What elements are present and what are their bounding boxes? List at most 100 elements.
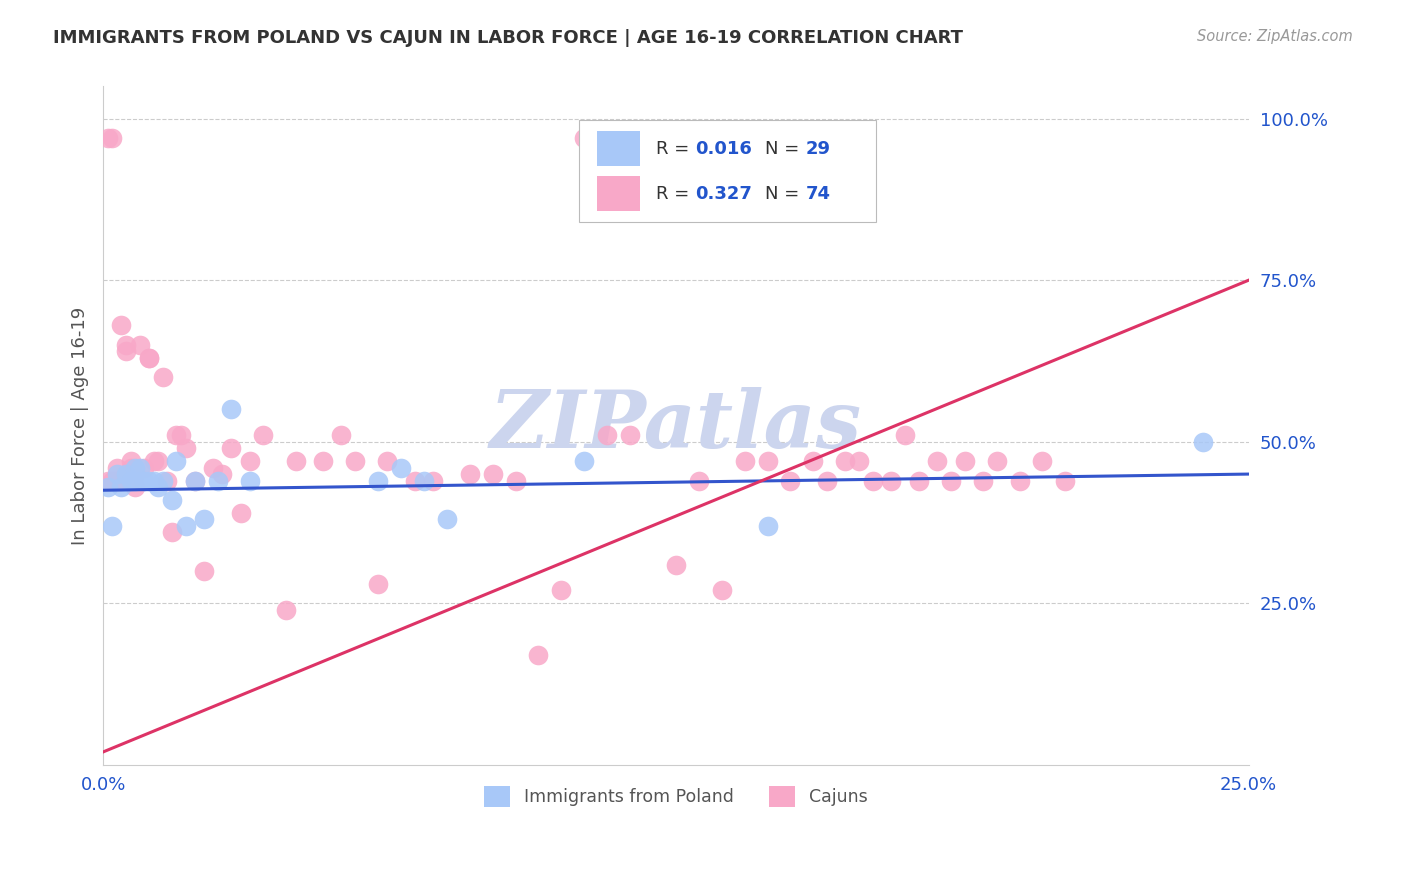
Point [184,474,207,488]
Point [202,460,225,475]
Y-axis label: In Labor Force | Age 16-19: In Labor Force | Age 16-19 [72,307,89,545]
Point [252,428,274,442]
Point [527,648,550,662]
Text: Source: ZipAtlas.com: Source: ZipAtlas.com [1197,29,1353,45]
Point [312,454,335,468]
Point [756,454,779,468]
Point [641,131,664,145]
Point [688,474,710,488]
Point [124,474,146,488]
Text: R =: R = [657,185,696,202]
Point [120,460,142,475]
Point [367,474,389,488]
Text: 74: 74 [806,185,831,202]
Point [101,131,124,145]
Point [505,474,527,488]
Point [184,474,207,488]
Point [574,131,596,145]
Text: R =: R = [657,140,696,158]
Point [367,577,389,591]
Point [134,474,156,488]
Point [124,467,146,481]
Legend: Immigrants from Poland, Cajuns: Immigrants from Poland, Cajuns [477,779,875,814]
Point [550,583,572,598]
Point [412,474,434,488]
Point [110,480,132,494]
Point [986,454,1008,468]
Point [665,558,688,572]
Point [105,460,128,475]
Text: ZIPatlas: ZIPatlas [489,387,862,465]
Point [120,474,142,488]
Point [939,474,962,488]
Point [193,512,215,526]
Point [97,480,120,494]
Point [97,131,120,145]
Point [756,518,779,533]
Point [953,454,976,468]
Point [239,454,262,468]
Point [221,441,243,455]
Point [710,583,733,598]
Text: N =: N = [765,185,806,202]
Point [152,370,174,384]
Point [160,492,183,507]
Point [110,318,132,333]
Point [375,454,398,468]
Point [165,454,187,468]
Point [276,603,298,617]
Point [862,474,884,488]
Point [120,454,142,468]
Point [152,474,174,488]
Point [1031,454,1053,468]
Point [193,564,215,578]
Point [925,454,948,468]
Point [142,454,165,468]
Point [105,467,128,481]
Point [404,474,426,488]
Point [229,506,252,520]
Point [110,474,132,488]
Point [834,454,856,468]
Point [207,474,229,488]
Point [142,474,165,488]
Point [156,474,179,488]
Point [146,454,169,468]
Point [146,480,169,494]
Text: IMMIGRANTS FROM POLAND VS CAJUN IN LABOR FORCE | AGE 16-19 CORRELATION CHART: IMMIGRANTS FROM POLAND VS CAJUN IN LABOR… [53,29,963,47]
Point [848,454,870,468]
Bar [596,131,640,167]
Point [165,428,187,442]
Point [907,474,929,488]
Point [134,460,156,475]
Point [815,474,838,488]
Text: N =: N = [765,140,806,158]
Point [894,428,917,442]
Point [115,467,138,481]
Point [174,441,197,455]
Bar [596,176,640,211]
Point [128,338,150,352]
Point [574,454,596,468]
Point [221,402,243,417]
Point [801,454,824,468]
Point [239,474,262,488]
Point [596,428,619,442]
Point [436,512,458,526]
Bar [578,120,876,222]
Point [1191,434,1213,449]
Point [115,344,138,359]
Point [422,474,444,488]
Point [101,474,124,488]
Point [174,518,197,533]
Point [115,338,138,352]
Point [458,467,481,481]
Point [128,460,150,475]
Point [124,460,146,475]
Point [972,474,994,488]
Point [734,454,756,468]
Point [619,428,641,442]
Point [1008,474,1031,488]
Point [138,351,160,365]
Text: 29: 29 [806,140,831,158]
